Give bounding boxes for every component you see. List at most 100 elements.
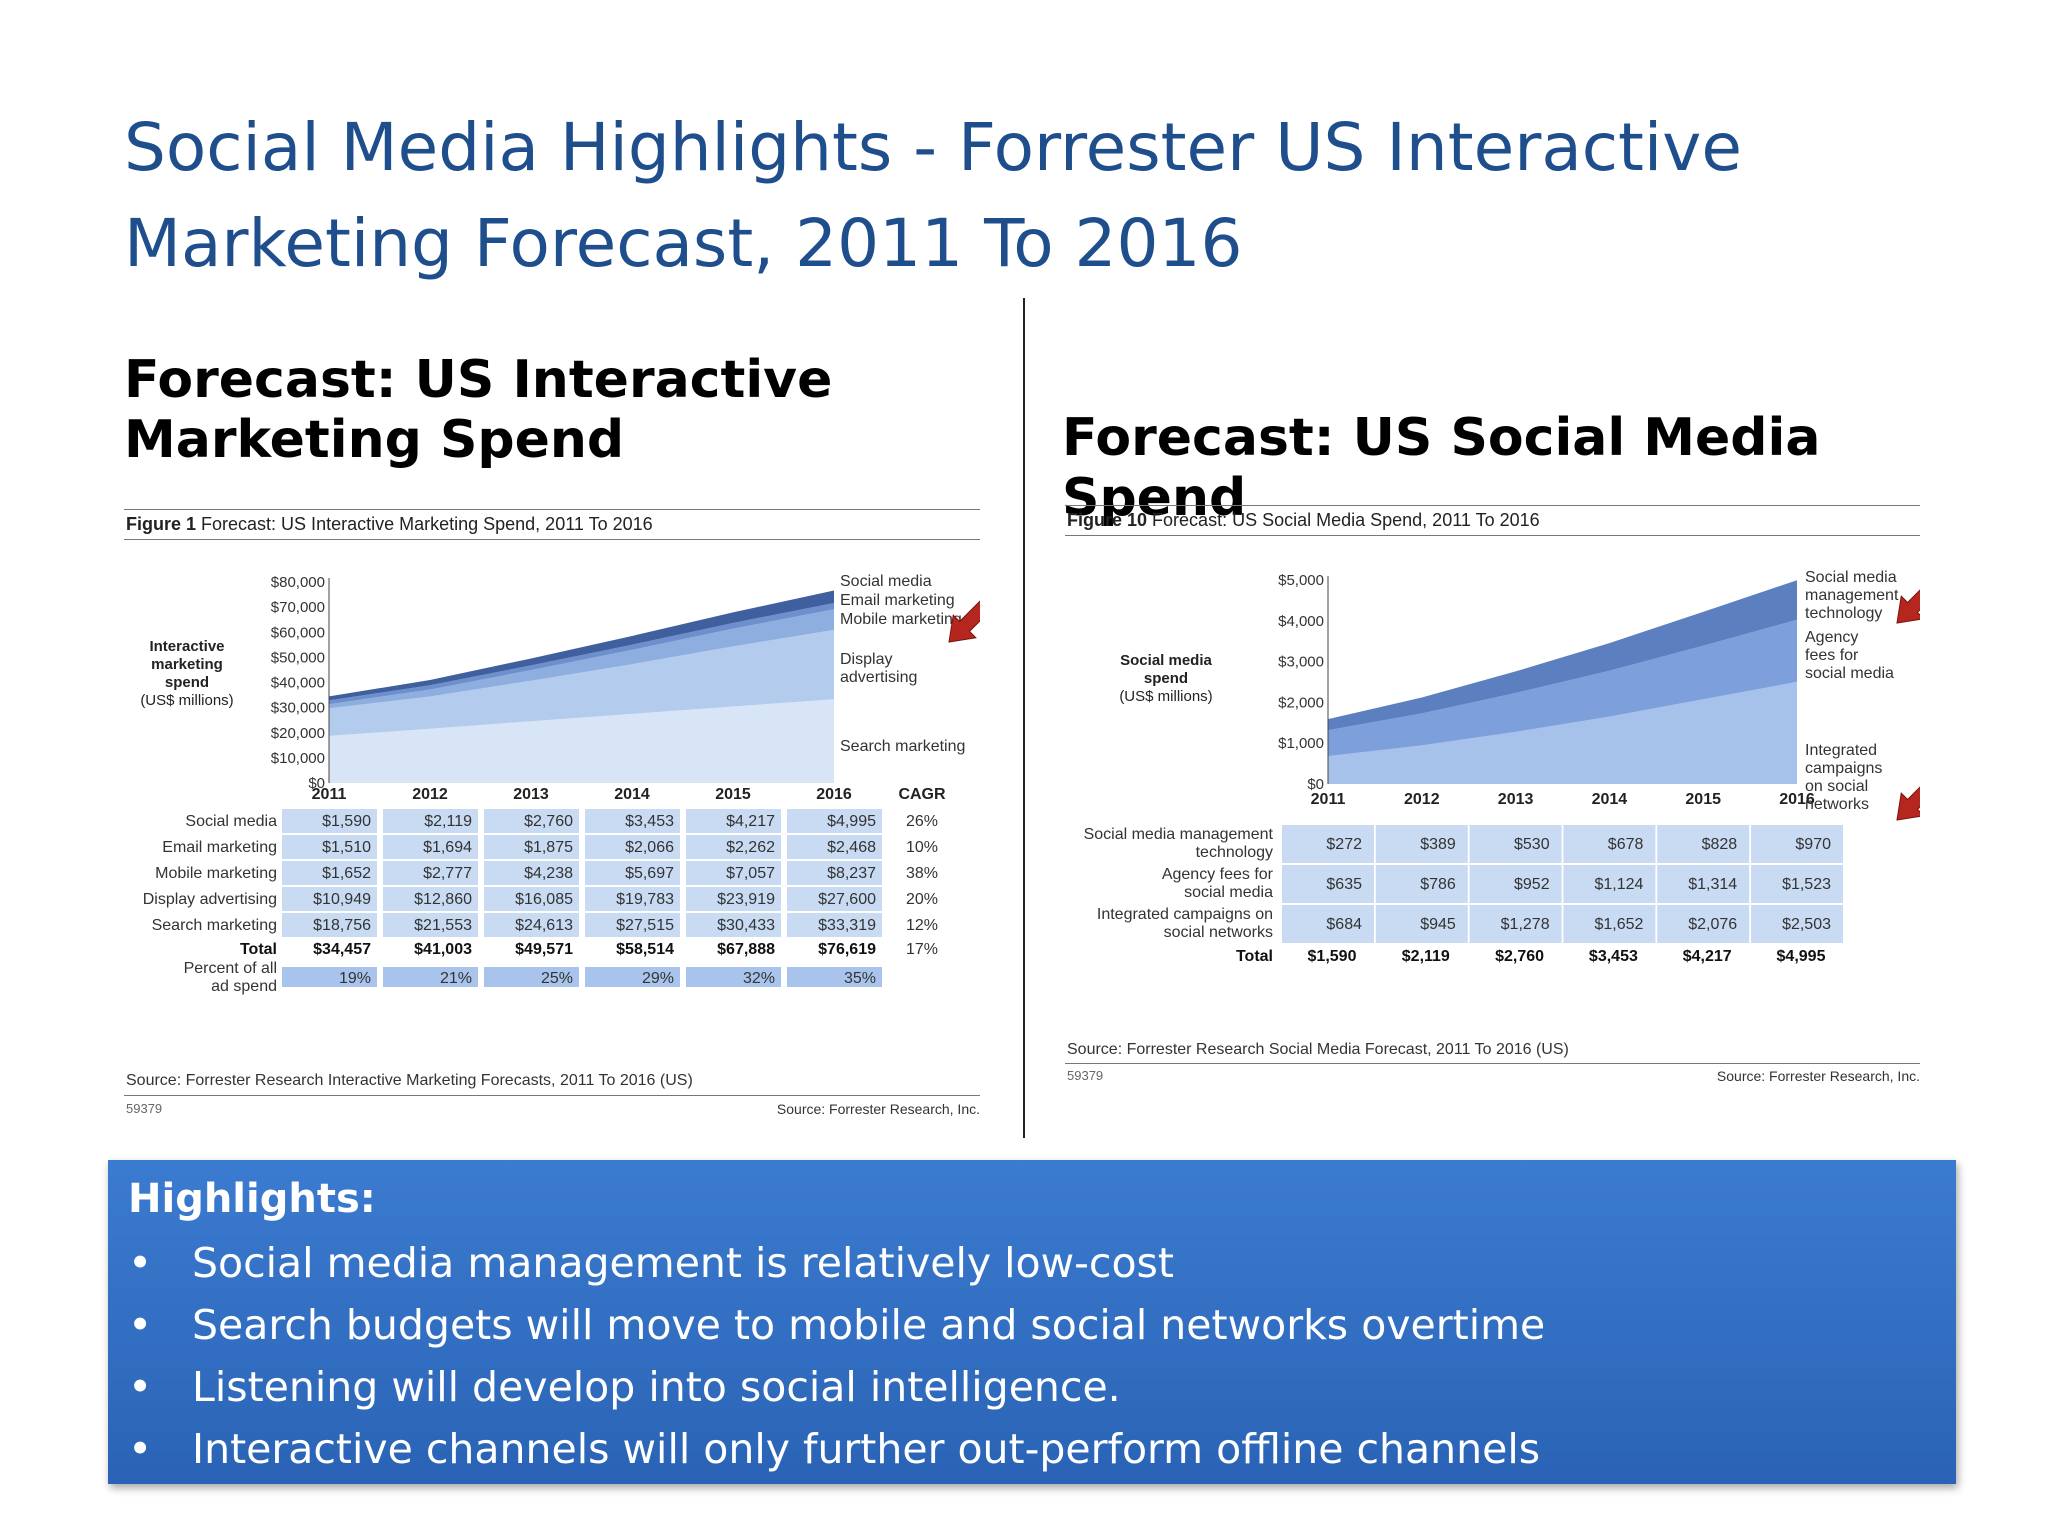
- chart1-table-cell: [686, 835, 781, 859]
- chart2-table-cell: [1751, 825, 1843, 863]
- chart1-table-cell: [484, 809, 579, 833]
- chart2-y-tick-label: $5,000: [1278, 572, 1324, 589]
- chart2-total-value: $4,995: [1777, 948, 1826, 965]
- highlight-item: • Interactive channels will only further …: [128, 1418, 1545, 1480]
- chart1-area-mobile-marketing: [329, 609, 834, 709]
- chart2-x-tick-label: 2011: [1311, 791, 1346, 808]
- chart1-cell-value: $1,875: [524, 839, 573, 856]
- chart1-percent-cell: [282, 967, 377, 987]
- chart1-annotation-arrow-shape: [948, 595, 980, 643]
- chart1-table-cell: [282, 887, 377, 911]
- chart2-series-label-integrated-campaigns-on-social-networks: Integrated: [1805, 742, 1877, 759]
- chart2-annotation-arrow-bottom: [1896, 773, 1920, 821]
- chart1-cell-value: $3,453: [625, 813, 674, 830]
- column-divider: [1023, 298, 1025, 1138]
- chart1-percent-label: ad spend: [211, 978, 277, 995]
- chart1-cagr-value: 20%: [906, 891, 938, 908]
- chart1-table-cell: [484, 835, 579, 859]
- figure-10-source: Source: Forrester Research Social Media …: [1067, 1041, 1569, 1058]
- chart1-cell-value: $16,085: [515, 891, 573, 908]
- chart1-percent-value: 21%: [440, 970, 472, 987]
- chart1-table-cell: [585, 809, 680, 833]
- figure-10-label: Figure 10: [1067, 510, 1148, 530]
- chart2-total-value: $4,217: [1683, 948, 1732, 965]
- chart1-table-cell: [383, 887, 478, 911]
- chart1-row-label: Search marketing: [152, 917, 277, 934]
- chart1-table-cell: [282, 809, 377, 833]
- chart2-series-label-social-media-management-technology: management: [1805, 587, 1899, 604]
- chart1-cell-value: $21,553: [414, 917, 472, 934]
- chart1-cell-value: $5,697: [625, 865, 674, 882]
- chart2-row-label: Integrated campaigns on: [1097, 906, 1273, 923]
- chart1-annotation-arrow: [948, 595, 980, 643]
- chart1-cell-value: $4,217: [726, 813, 775, 830]
- figure-10-source-right: Source: Forrester Research, Inc.: [1716, 1068, 1920, 1084]
- chart1-table-cell: [282, 835, 377, 859]
- chart2-table-cell: [1751, 905, 1843, 943]
- chart1-x-tick-label: 2011: [312, 786, 347, 803]
- chart1-table-cell: [383, 861, 478, 885]
- chart2-cell-value: $952: [1514, 876, 1550, 893]
- chart2-y-tick-label: $1,000: [1278, 735, 1324, 752]
- chart1-y-axis-title: Interactive: [149, 638, 224, 655]
- highlights-box: Highlights: • Social media management is …: [108, 1160, 1956, 1484]
- chart1-table-cell: [585, 887, 680, 911]
- chart1-cagr-value: 10%: [906, 839, 938, 856]
- chart2-table-cell: [1469, 905, 1562, 943]
- chart2-y-axis-title: (US$ millions): [1119, 688, 1212, 705]
- chart1-cell-value: $1,590: [322, 813, 371, 830]
- chart1-area-search-marketing: [329, 699, 834, 783]
- chart1-x-tick-label: 2012: [412, 786, 448, 803]
- chart2-x-tick-label: 2015: [1685, 791, 1721, 808]
- figure-1-bottom-rule: [124, 1095, 980, 1096]
- chart2-cell-value: $635: [1326, 876, 1362, 893]
- chart2-cell-value: $1,314: [1688, 876, 1737, 893]
- chart2-annotation-arrow-top-shape: [1896, 576, 1920, 624]
- chart1-percent-cell: [585, 967, 680, 987]
- chart1-area-social-media: [329, 590, 834, 701]
- right-section-title: Forecast: US Social Media Spend: [1062, 408, 1821, 528]
- chart2-series-label-integrated-campaigns-on-social-networks: campaigns: [1805, 760, 1882, 777]
- chart2-table-cell: [1563, 865, 1656, 903]
- chart1-total-value: $76,619: [818, 941, 876, 958]
- chart1-series-label-display-advertising: Display: [840, 651, 892, 668]
- chart1-table-cell: [686, 913, 781, 937]
- left-section-title: Forecast: US Interactive Marketing Spend: [124, 350, 833, 470]
- chart1-cell-value: $18,756: [313, 917, 371, 934]
- chart2-series-label-social-media-management-technology: technology: [1805, 605, 1882, 622]
- chart2-table-cell: [1751, 865, 1843, 903]
- bullet-glyph: •: [128, 1301, 153, 1349]
- figure-1-source-right: Source: Forrester Research, Inc.: [776, 1101, 980, 1117]
- chart2-series-label-social-media-management-technology: Social media: [1805, 569, 1897, 586]
- chart1-percent-value: 19%: [339, 970, 371, 987]
- chart1-y-axis-title: (US$ millions): [140, 692, 233, 709]
- chart2-area-social-media-management-technology: [1328, 580, 1797, 731]
- chart2-x-tick-label: 2012: [1404, 791, 1440, 808]
- chart2-annotation-arrow-bottom-shape: [1896, 773, 1920, 821]
- chart1-series-label-email-marketing: Email marketing: [840, 592, 955, 609]
- chart2-row-label: Social media management: [1084, 826, 1274, 843]
- chart1-cagr-value: 26%: [906, 813, 938, 830]
- chart2-series-label-agency-fees-for-social-media: fees for: [1805, 647, 1859, 664]
- chart1-cagr-header: CAGR: [898, 786, 946, 803]
- chart2-row-label: social networks: [1164, 924, 1273, 941]
- figure-10-top-rule: [1065, 505, 1920, 506]
- chart1-cell-value: $2,262: [726, 839, 775, 856]
- chart1-cell-value: $12,860: [414, 891, 472, 908]
- chart2-cell-value: $678: [1608, 836, 1644, 853]
- chart2-y-axis-title: Social media: [1120, 652, 1212, 669]
- chart1-cell-value: $7,057: [726, 865, 775, 882]
- chart1-table-cell: [686, 887, 781, 911]
- highlights-heading: Highlights:: [128, 1176, 376, 1222]
- chart1-cell-value: $23,919: [717, 891, 775, 908]
- chart2-total-value: $1,590: [1308, 948, 1357, 965]
- chart1-percent-cell: [686, 967, 781, 987]
- social-media-chart: $0 $1,000 $2,000 $3,000 $4,000 $5,000 Social m…: [1084, 569, 1920, 965]
- chart2-table-cell: [1563, 905, 1656, 943]
- chart2-cell-value: $1,652: [1594, 916, 1643, 933]
- chart2-cell-value: $1,124: [1594, 876, 1643, 893]
- chart2-table-cell: [1657, 825, 1750, 863]
- figure-1-source: Source: Forrester Research Interactive M…: [126, 1072, 693, 1089]
- figure-1-panel: Figure 1 Forecast: US Interactive Market…: [124, 505, 980, 1125]
- chart2-area-integrated-campaigns-on-social-networks: [1328, 681, 1797, 784]
